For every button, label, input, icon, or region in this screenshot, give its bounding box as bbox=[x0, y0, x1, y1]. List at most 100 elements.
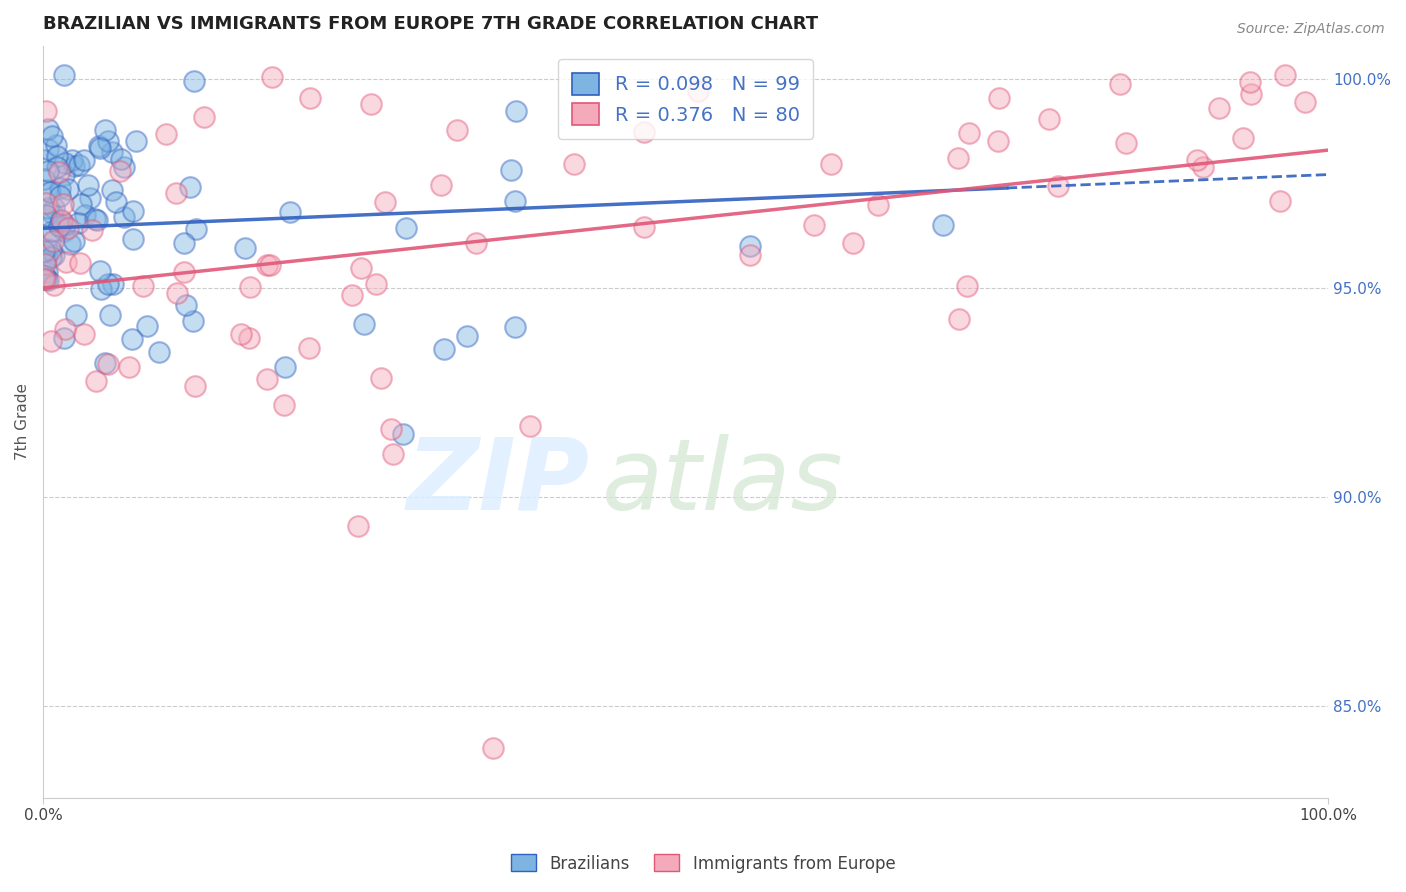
Point bbox=[41, 206, 63, 220]
Point bbox=[229, 326, 252, 341]
Point bbox=[519, 419, 541, 434]
Point bbox=[53, 169, 76, 183]
Point bbox=[87, 139, 110, 153]
Point bbox=[53, 155, 76, 169]
Point bbox=[89, 141, 111, 155]
Point bbox=[136, 319, 159, 334]
Point bbox=[112, 160, 135, 174]
Point bbox=[370, 371, 392, 385]
Point bbox=[382, 447, 405, 461]
Point bbox=[89, 263, 111, 277]
Point bbox=[298, 341, 321, 355]
Point bbox=[39, 334, 62, 349]
Point bbox=[39, 243, 62, 257]
Point bbox=[48, 219, 70, 233]
Point bbox=[122, 203, 145, 218]
Point bbox=[1115, 136, 1137, 151]
Point bbox=[97, 134, 120, 148]
Point bbox=[110, 163, 132, 178]
Point bbox=[34, 268, 56, 283]
Point bbox=[738, 239, 761, 253]
Point bbox=[155, 128, 177, 142]
Point bbox=[100, 308, 122, 322]
Point bbox=[259, 258, 281, 272]
Point bbox=[273, 398, 295, 412]
Point bbox=[456, 328, 478, 343]
Text: ZIP: ZIP bbox=[406, 434, 589, 531]
Point bbox=[112, 211, 135, 225]
Point bbox=[37, 122, 59, 136]
Point bbox=[101, 183, 124, 197]
Point bbox=[820, 157, 842, 171]
Point bbox=[53, 218, 76, 232]
Point bbox=[738, 247, 761, 261]
Point bbox=[364, 277, 387, 292]
Point bbox=[353, 317, 375, 331]
Point bbox=[132, 279, 155, 293]
Point bbox=[39, 185, 62, 199]
Point bbox=[34, 244, 56, 258]
Point bbox=[58, 182, 80, 196]
Point bbox=[948, 311, 970, 326]
Point bbox=[65, 309, 87, 323]
Point bbox=[60, 153, 83, 167]
Point bbox=[148, 344, 170, 359]
Point bbox=[688, 84, 710, 98]
Point bbox=[346, 518, 368, 533]
Point bbox=[49, 188, 72, 202]
Point bbox=[505, 104, 527, 119]
Point bbox=[278, 205, 301, 219]
Point bbox=[374, 195, 396, 210]
Point bbox=[380, 422, 402, 436]
Point bbox=[173, 265, 195, 279]
Point bbox=[97, 358, 120, 372]
Point bbox=[73, 153, 96, 168]
Point bbox=[38, 228, 60, 243]
Point bbox=[1274, 68, 1296, 82]
Point bbox=[350, 261, 373, 276]
Point bbox=[67, 158, 90, 172]
Point bbox=[1191, 161, 1213, 175]
Point bbox=[34, 272, 56, 286]
Point bbox=[1239, 75, 1261, 89]
Point bbox=[184, 222, 207, 236]
Point bbox=[1208, 101, 1230, 115]
Point bbox=[503, 194, 526, 209]
Point bbox=[110, 152, 132, 166]
Point bbox=[395, 220, 418, 235]
Point bbox=[183, 379, 205, 393]
Point bbox=[174, 298, 197, 312]
Point bbox=[957, 126, 980, 140]
Point bbox=[121, 232, 143, 246]
Point bbox=[179, 179, 201, 194]
Point bbox=[1109, 77, 1132, 91]
Point bbox=[956, 279, 979, 293]
Point bbox=[633, 219, 655, 234]
Point bbox=[34, 103, 56, 118]
Point bbox=[298, 91, 321, 105]
Point bbox=[1047, 179, 1070, 194]
Point bbox=[45, 138, 67, 153]
Point bbox=[48, 165, 70, 179]
Point bbox=[42, 234, 65, 248]
Point bbox=[183, 74, 205, 88]
Point bbox=[235, 241, 257, 255]
Point bbox=[79, 191, 101, 205]
Point bbox=[41, 128, 63, 143]
Point bbox=[1270, 194, 1292, 208]
Point bbox=[62, 159, 84, 173]
Point bbox=[76, 178, 98, 193]
Point bbox=[104, 195, 127, 210]
Point bbox=[430, 178, 453, 192]
Point bbox=[173, 235, 195, 250]
Point bbox=[51, 213, 73, 227]
Point bbox=[51, 213, 73, 227]
Legend: R = 0.098   N = 99, R = 0.376   N = 80: R = 0.098 N = 99, R = 0.376 N = 80 bbox=[558, 59, 813, 139]
Point bbox=[51, 197, 73, 211]
Point bbox=[260, 70, 283, 84]
Point bbox=[165, 186, 187, 200]
Point bbox=[433, 342, 456, 356]
Point bbox=[564, 157, 586, 171]
Point bbox=[49, 218, 72, 232]
Point bbox=[42, 277, 65, 292]
